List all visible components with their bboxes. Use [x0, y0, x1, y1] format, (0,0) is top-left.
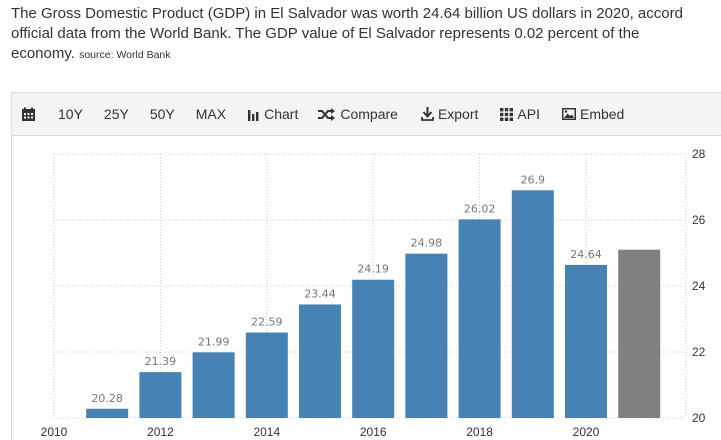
bar[interactable]: [458, 219, 501, 418]
bar[interactable]: [405, 253, 448, 418]
embed-label: Embed: [579, 106, 625, 122]
bar-value-label: 26.02: [464, 202, 496, 215]
gdp-bar-chart: 20.28 21.39 21.99 22.59 23.44 24.19 24.98 26.02…: [41, 147, 706, 439]
bar-value-label: 24.98: [411, 237, 443, 250]
bar[interactable]: [299, 304, 341, 418]
chart-type-button[interactable]: Chart: [248, 92, 298, 136]
compare-label: Compare: [340, 106, 398, 122]
bar[interactable]: [352, 279, 395, 418]
range-max-button[interactable]: MAX: [195, 106, 227, 122]
y-tick-label: 20: [692, 411, 706, 425]
embed-button[interactable]: Embed: [561, 92, 625, 136]
description-line-1: The Gross Domestic Product (GDP) in El S…: [11, 5, 683, 22]
chart-toolbar: 10Y 25Y 50Y MAX Chart Compare Export API: [11, 92, 721, 136]
x-tick-label: 2018: [466, 425, 493, 439]
description: The Gross Domestic Product (GDP) in El S…: [11, 4, 721, 65]
bar[interactable]: [511, 190, 554, 418]
api-button[interactable]: API: [500, 92, 540, 136]
api-label: API: [517, 106, 540, 122]
x-tick-label: 2014: [253, 425, 280, 439]
bar-value-label: 23.44: [304, 287, 336, 300]
bar-value-label: 24.64: [570, 248, 602, 261]
chart-type-label: Chart: [264, 106, 299, 122]
export-button[interactable]: Export: [421, 92, 478, 136]
x-axis-ticks: 2010 2012 2014 2016 2018 2020: [41, 425, 600, 439]
description-line-2: official data from the World Bank. The G…: [11, 25, 640, 42]
bar[interactable]: [139, 372, 182, 418]
calendar-icon: [22, 107, 35, 121]
description-line-3-text: economy.: [11, 45, 75, 62]
description-line-3: economy. source: World Bank: [11, 44, 721, 65]
bar-value-label: 26.9: [521, 173, 546, 186]
range-25y-button[interactable]: 25Y: [103, 106, 129, 122]
y-tick-label: 28: [692, 147, 706, 161]
source-note: source: World Bank: [79, 49, 171, 61]
forecast-bar[interactable]: [618, 249, 661, 418]
bar-value-label: 24.19: [357, 263, 389, 276]
bar-value-label: 21.99: [198, 335, 230, 348]
x-tick-label: 2010: [41, 425, 68, 439]
range-50y-button[interactable]: 50Y: [149, 106, 175, 122]
grid-icon: [500, 107, 514, 121]
bar-value-label: 22.59: [251, 316, 283, 329]
x-tick-label: 2012: [147, 425, 174, 439]
export-label: Export: [437, 106, 479, 122]
x-tick-label: 2016: [360, 425, 387, 439]
download-icon: [421, 107, 434, 121]
data-labels: 20.28 21.39 21.99 22.59 23.44 24.19 24.98 26.02…: [91, 173, 601, 404]
range-10y-button[interactable]: 10Y: [58, 106, 83, 122]
shuffle-icon: [318, 107, 336, 121]
bar[interactable]: [565, 264, 607, 418]
y-axis-ticks: 20 22 24 26 28: [692, 147, 706, 425]
x-tick-label: 2020: [573, 425, 600, 439]
image-icon: [561, 108, 576, 120]
y-tick-label: 22: [692, 345, 706, 359]
y-tick-label: 24: [692, 279, 706, 293]
bar[interactable]: [192, 352, 235, 418]
chart-area: 20.28 21.39 21.99 22.59 23.44 24.19 24.98 26.02…: [11, 136, 721, 440]
compare-button[interactable]: Compare: [318, 92, 398, 136]
bar-value-label: 21.39: [145, 355, 177, 368]
bar[interactable]: [245, 332, 288, 418]
y-tick-label: 26: [692, 213, 706, 227]
bar[interactable]: [86, 408, 129, 418]
bar-chart-icon: [248, 109, 259, 121]
bars: [86, 190, 661, 418]
calendar-button[interactable]: [21, 92, 36, 136]
bar-value-label: 20.28: [91, 392, 123, 405]
